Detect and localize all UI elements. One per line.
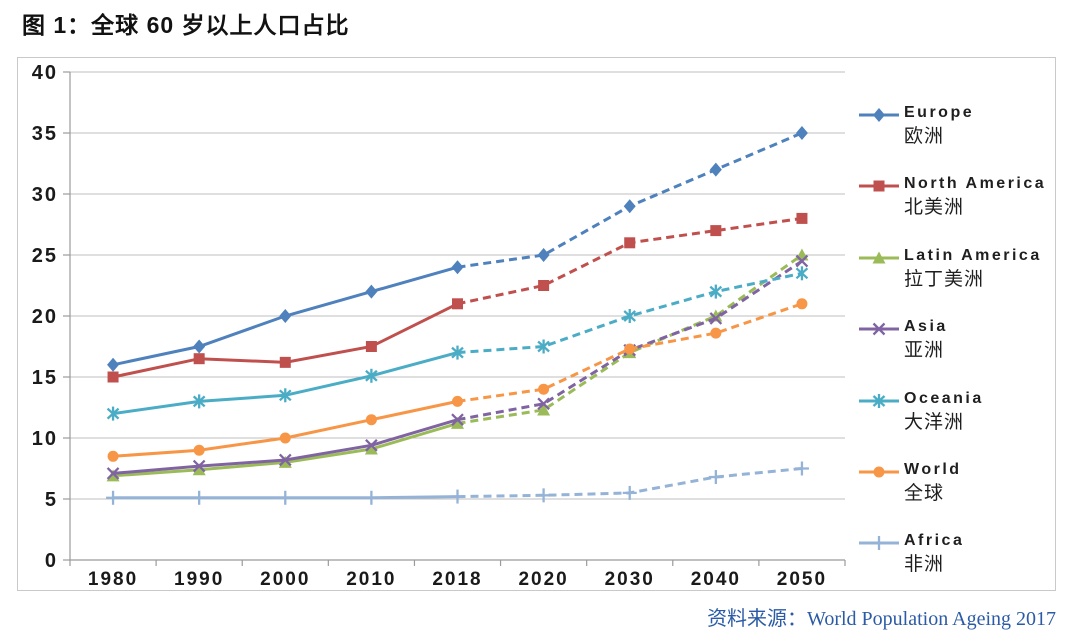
legend-label-en: Africa [904,532,965,550]
y-axis-tick-label: 20 [32,306,58,328]
chart-legend: Europe 欧洲 North America 北美洲 Latin America 拉丁美… [858,102,1054,602]
x-axis-tick-label: 2040 [691,569,741,590]
legend-item-oceania: Oceania 大洋洲 [858,388,1054,459]
legend-item-europe: Europe 欧洲 [858,102,1054,173]
legend-label-zh: 非洲 [904,554,945,576]
series-asia [106,254,809,480]
legend-label-en: North America [904,175,1047,193]
legend-label-en: Europe [904,104,975,121]
series-oceania [106,266,809,421]
square-marker-icon [859,180,899,192]
x-axis-tick-label: 1980 [88,569,138,590]
x-axis-tick-label: 2010 [346,569,396,590]
y-axis-tick-label: 10 [32,428,58,450]
legend-label-zh: 全球 [904,482,945,504]
legend-label-en: World [904,460,962,478]
x-axis-tick-label: 2000 [260,569,310,590]
triangle-marker-icon [859,251,899,264]
x-axis-tick-label: 2050 [777,569,827,590]
source-citation: 资料来源：World Population Ageing 2017 [707,608,1056,630]
diamond-marker-icon [859,108,899,122]
series-north-america [107,212,808,383]
legend-label-en: Asia [904,318,948,336]
y-axis-tick-label: 15 [32,367,58,389]
chart-title: 图 1：全球 60 岁以上人口占比 [22,12,350,38]
y-axis-tick-label: 35 [32,123,58,145]
series-europe [107,126,808,372]
series-latin-america [106,248,809,482]
x-marker-icon [859,322,899,336]
series-africa [106,461,809,505]
legend-label-en: Oceania [904,389,984,407]
legend-label-en: Latin America [904,246,1042,264]
asterisk-marker-icon [859,393,899,408]
x-axis-tick-label: 1990 [174,569,224,590]
y-axis-tick-label: 30 [32,184,58,206]
legend-item-north-america: North America 北美洲 [858,173,1054,244]
y-axis-tick-label: 40 [32,62,58,84]
legend-label-zh: 亚洲 [904,340,945,362]
legend-item-world: World 全球 [858,459,1054,530]
x-axis-tick-label: 2020 [518,569,568,590]
y-axis-tick-label: 25 [32,245,58,267]
series-world [107,298,808,462]
y-axis-tick-label: 5 [45,489,58,511]
legend-item-asia: Asia 亚洲 [858,316,1054,387]
legend-item-latin-america: Latin America 拉丁美洲 [858,245,1054,316]
plus-marker-icon [859,536,899,551]
legend-label-zh: 北美洲 [904,197,965,219]
legend-label-zh: 欧洲 [904,126,945,147]
x-axis-tick-label: 2030 [605,569,655,590]
circle-marker-icon [859,466,899,478]
legend-item-africa: Africa 非洲 [858,530,1054,601]
y-axis-tick-label: 0 [45,550,58,572]
x-axis-tick-label: 2018 [432,569,482,590]
legend-label-zh: 拉丁美洲 [904,268,985,290]
legend-label-zh: 大洋洲 [904,411,965,433]
